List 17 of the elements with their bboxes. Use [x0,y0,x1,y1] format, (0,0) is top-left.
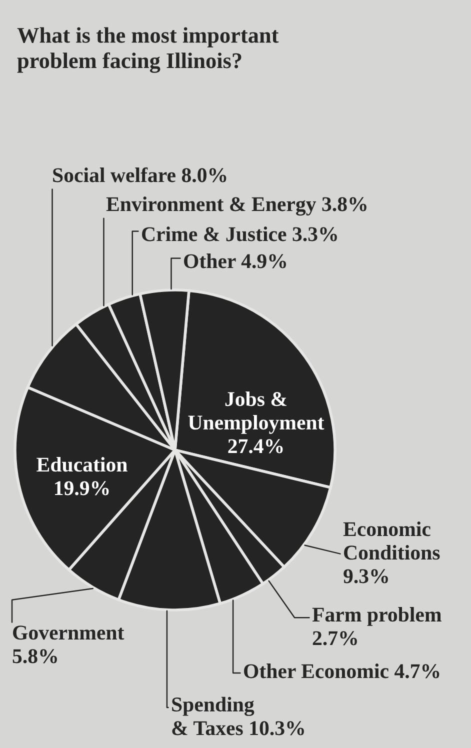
slice-label: Social welfare 8.0% [53,167,226,182]
chart-title: What is the most important problem facing Illinois? [17,27,279,73]
data-label: 5.8% [12,649,57,664]
data-label: 2.7% [312,631,357,646]
slice-label: Other Economic 4.7% [244,664,440,678]
slice-label: Other 4.9% [184,254,286,268]
slice-label: Crime & Justice 3.3% [142,226,337,242]
slice-label: Farm problem [312,607,442,626]
data-label: 9.3% [344,569,388,584]
data-label: 27.4% [228,439,283,454]
slice-label: Government [13,626,124,640]
slice-label: Spending & Taxes 10.3% [172,696,304,736]
slice-label: Environment & Energy 3.8% [106,196,366,216]
slice-label: Jobs & Unemployment [188,391,324,434]
slice-label: Economic Conditions [343,522,440,560]
data-label: 19.9% [55,481,109,496]
slice-label: Education [36,457,128,472]
